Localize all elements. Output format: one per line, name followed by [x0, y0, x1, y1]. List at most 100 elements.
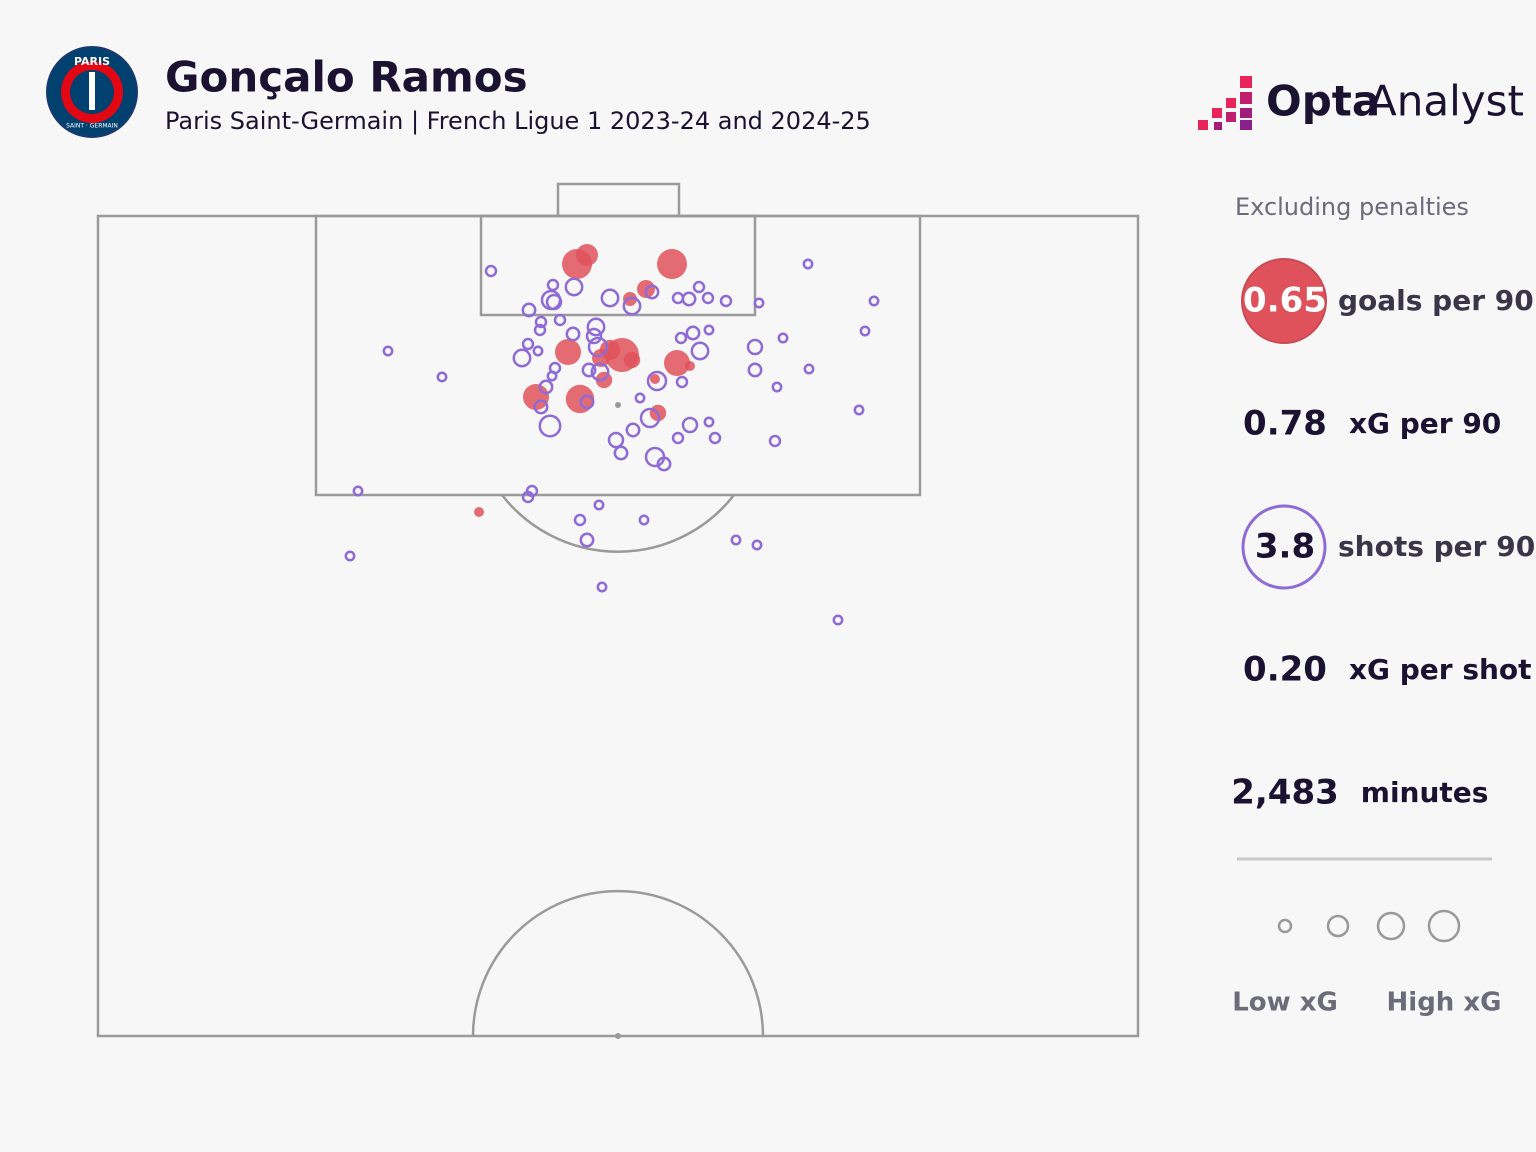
goal-shot: [523, 384, 549, 410]
shot: [719, 294, 733, 308]
shot: [613, 445, 629, 461]
shot: [853, 404, 865, 416]
shot: [545, 293, 563, 311]
shot: [751, 539, 763, 551]
shot: [701, 291, 715, 305]
shot: [747, 362, 763, 378]
note: Excluding penalties: [1235, 193, 1469, 221]
shot: [708, 431, 722, 445]
shot: [512, 348, 532, 368]
shot: [777, 332, 789, 344]
shot: [646, 370, 668, 392]
stats: 0.65 goals per 90 0.78 xG per 90 3.8 shots pe…: [1231, 281, 1535, 813]
shot: [600, 288, 620, 308]
size-legend: [1277, 909, 1461, 943]
subtitle: Paris Saint-Germain | French Ligue 1 202…: [165, 107, 871, 135]
shot: [590, 362, 610, 382]
shot: [585, 327, 603, 345]
shot: [484, 264, 498, 278]
shot: [634, 392, 646, 404]
stat-value: 0.20: [1243, 650, 1327, 690]
shot: [868, 295, 880, 307]
shot: [565, 326, 581, 342]
shot: [638, 514, 650, 526]
shot: [656, 456, 672, 472]
shot: [586, 317, 606, 337]
goal-shot: [562, 249, 592, 279]
stat-value: 0.65: [1243, 281, 1327, 321]
brand-icon: [1198, 76, 1252, 130]
shot: [533, 399, 549, 415]
shot: [685, 325, 701, 341]
shot: [534, 315, 548, 329]
stat-value: 3.8: [1255, 527, 1315, 567]
shot: [564, 277, 584, 297]
shot: [690, 341, 710, 361]
goal-shot: [685, 361, 695, 371]
goal-shot: [599, 339, 621, 361]
shot: [703, 324, 715, 336]
goal-shot: [474, 507, 484, 517]
brand-light: Analyst: [1368, 77, 1524, 126]
shot: [532, 345, 544, 357]
legend-low: Low xG: [1232, 988, 1338, 1018]
shot: [521, 302, 537, 318]
shot: [771, 381, 783, 393]
brand-bold: Opta: [1266, 77, 1380, 126]
goal-shot: [664, 350, 690, 376]
shot: [802, 258, 814, 270]
shot: [538, 414, 562, 438]
title: Gonçalo Ramos: [165, 53, 528, 102]
shot: [639, 407, 661, 429]
shot: [546, 370, 558, 382]
goal-shot: [565, 384, 595, 414]
shot: [521, 490, 535, 504]
shot: [674, 331, 688, 345]
stat-label: minutes: [1361, 776, 1489, 809]
stat-badge: [1241, 504, 1327, 590]
shot: [803, 363, 815, 375]
goal-shot: [623, 351, 641, 369]
stat-label: xG per shot: [1349, 653, 1532, 686]
shot: [681, 291, 697, 307]
shot: [581, 362, 597, 378]
stat-label: xG per 90: [1349, 407, 1501, 440]
shot: [352, 485, 364, 497]
crest-bottom: SAINT · GERMAIN: [66, 123, 118, 130]
shot: [675, 375, 689, 389]
stat-label: shots per 90: [1338, 530, 1535, 563]
shot: [382, 345, 394, 357]
shot: [692, 280, 706, 294]
shot: [859, 325, 871, 337]
shot: [644, 284, 660, 300]
stat-label: goals per 90: [1338, 284, 1534, 317]
shot: [579, 532, 595, 548]
shot: [579, 394, 595, 410]
crest: PARIS SAINT · GERMAIN: [46, 46, 138, 138]
shot: [625, 422, 641, 438]
stat-badge: [1241, 258, 1327, 344]
shot: [753, 297, 765, 309]
shot: [607, 431, 625, 449]
goal-shot: [657, 249, 687, 279]
shot: [622, 296, 642, 316]
shot: [436, 371, 448, 383]
shot: [538, 379, 554, 395]
stat-value: 0.78: [1243, 404, 1327, 444]
shot: [593, 499, 605, 511]
shot: [573, 513, 587, 527]
shots: [344, 244, 880, 626]
shot: [832, 614, 844, 626]
shot: [768, 434, 782, 448]
shot: [596, 581, 608, 593]
shot: [671, 431, 685, 445]
shot: [730, 534, 742, 546]
shot: [553, 313, 567, 327]
pitch: [96, 182, 1140, 1039]
crest-top: PARIS: [74, 55, 110, 68]
shot: [533, 323, 547, 337]
stat-value: 2,483: [1231, 773, 1339, 813]
